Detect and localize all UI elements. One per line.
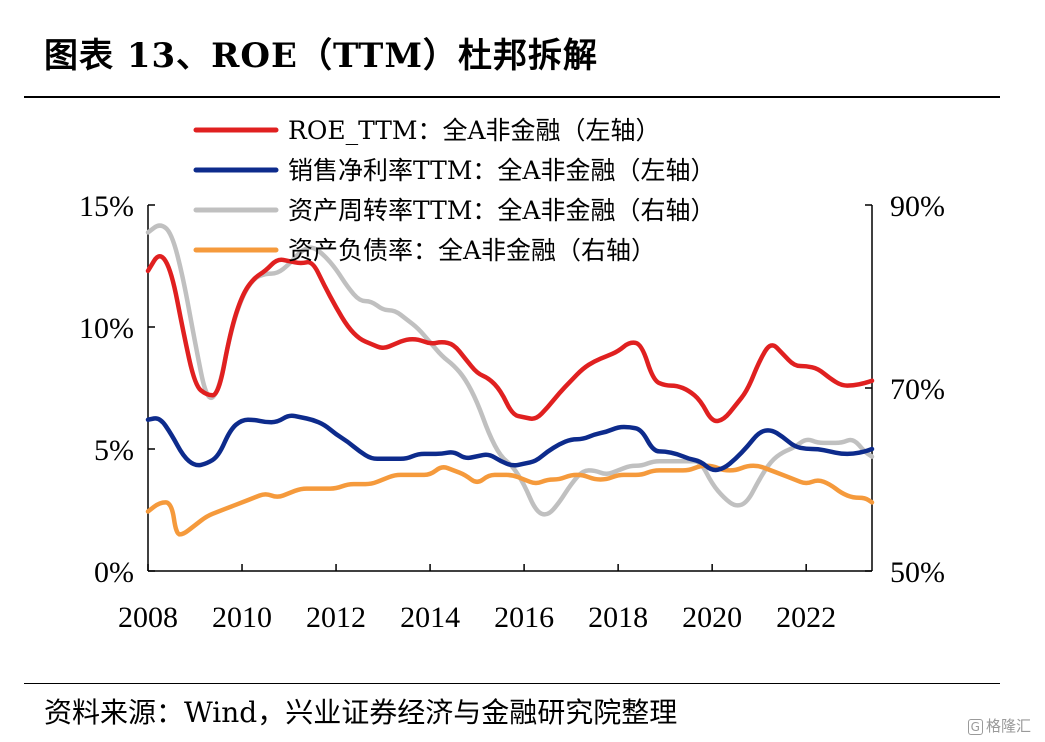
legend-label-roe-ttm: ROE_TTM：全A非金融（左轴） [288, 116, 661, 145]
left-tick-label: 10% [79, 312, 134, 345]
right-tick-label: 70% [890, 373, 945, 406]
series-line-net-margin-ttm [145, 413, 875, 473]
legend-label-net-margin-ttm: 销售净利率TTM：全A非金融（左轴） [288, 156, 715, 185]
series-line-roe-ttm [145, 254, 875, 424]
x-tick-label: 2020 [682, 601, 742, 634]
series-line-asset-turnover-ttm [145, 223, 875, 517]
legend-label-asset-turnover-ttm: 资产周转率TTM：全A非金融（右轴） [288, 196, 715, 225]
legend: ROE_TTM：全A非金融（左轴） 销售净利率TTM：全A非金融（左轴） 资产周转率… [193, 116, 715, 265]
series-layer [145, 223, 875, 537]
legend-label-debt-ratio: 资产负债率：全A非金融（右轴） [288, 236, 656, 265]
x-tick-label: 2010 [212, 601, 272, 634]
left-tick-label: 0% [94, 556, 134, 589]
source-note: 资料来源：Wind，兴业证券经济与金融研究院整理 [44, 696, 678, 729]
title-divider [24, 96, 1000, 98]
source-divider [24, 683, 1000, 684]
x-tick-label: 2018 [588, 601, 648, 634]
watermark: G 格隆汇 [967, 715, 1031, 736]
page-title: 图表 13、ROE（TTM）杜邦拆解 [44, 36, 598, 76]
axis-layer: 15% 10% 5% 0% 90% 70% 50% 2008 2010 2012 2014 2016 2… [79, 190, 945, 634]
x-tick-label: 2022 [776, 601, 836, 634]
watermark-logo-icon: G [967, 719, 983, 735]
watermark-text: 格隆汇 [985, 717, 1031, 735]
x-tick-label: 2016 [494, 601, 554, 634]
x-tick-label: 2014 [400, 601, 460, 634]
dupont-chart: 15% 10% 5% 0% 90% 70% 50% 2008 2010 2012 2014 2016 2… [79, 116, 945, 634]
left-tick-label: 15% [79, 190, 134, 223]
right-tick-label: 90% [890, 190, 945, 223]
right-tick-label: 50% [890, 556, 945, 589]
series-line-debt-ratio [145, 463, 875, 537]
x-tick-label: 2008 [118, 601, 178, 634]
left-tick-label: 5% [94, 434, 134, 467]
x-tick-label: 2012 [306, 601, 366, 634]
